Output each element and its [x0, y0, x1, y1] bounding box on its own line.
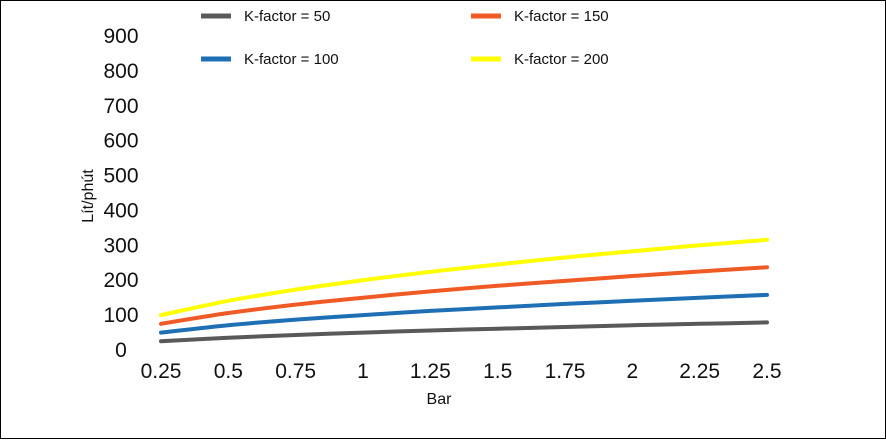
legend-label-k150: K-factor = 150 [514, 8, 609, 25]
series-line-k150 [159, 265, 769, 326]
series-line-k50 [159, 320, 769, 344]
y-axis-tick-labels: 0 100 200 300 400 500 600 700 800 900 [103, 25, 138, 362]
legend: K-factor = 50 K-factor = 100 K-factor = 15… [201, 8, 609, 68]
y-axis-title: Lít/phút [80, 169, 97, 223]
x-tick-label: 0.75 [275, 360, 316, 383]
x-tick-label: 2.5 [752, 360, 781, 383]
x-tick-label: 2.25 [679, 360, 720, 383]
legend-label-k100: K-factor = 100 [244, 51, 339, 68]
y-tick-label: 300 [103, 234, 138, 257]
y-tick-label: 100 [103, 304, 138, 327]
x-axis-title: Bar [427, 391, 453, 408]
x-tick-label: 1.5 [483, 360, 512, 383]
legend-label-k200: K-factor = 200 [514, 51, 609, 68]
y-tick-label: 900 [103, 25, 138, 48]
x-tick-label: 1.75 [545, 360, 586, 383]
x-tick-label: 0.5 [214, 360, 243, 383]
series-lines [159, 237, 769, 344]
y-tick-label: 600 [103, 130, 138, 153]
y-tick-label: 0 [115, 339, 127, 362]
x-tick-label: 0.25 [141, 360, 182, 383]
legend-label-k50: K-factor = 50 [244, 8, 330, 25]
series-line-k200 [159, 237, 769, 318]
y-tick-label: 500 [103, 165, 138, 188]
x-tick-label: 1.25 [410, 360, 451, 383]
y-tick-label: 800 [103, 60, 138, 83]
y-tick-label: 400 [103, 199, 138, 222]
x-tick-label: 2 [626, 360, 638, 383]
y-tick-label: 700 [103, 95, 138, 118]
y-tick-label: 200 [103, 269, 138, 292]
x-tick-label: 1 [357, 360, 369, 383]
x-axis-tick-labels: 0.25 0.5 0.75 1 1.25 1.5 1.75 2 2.25 2.5 [141, 360, 782, 383]
series-line-k100 [159, 292, 769, 335]
